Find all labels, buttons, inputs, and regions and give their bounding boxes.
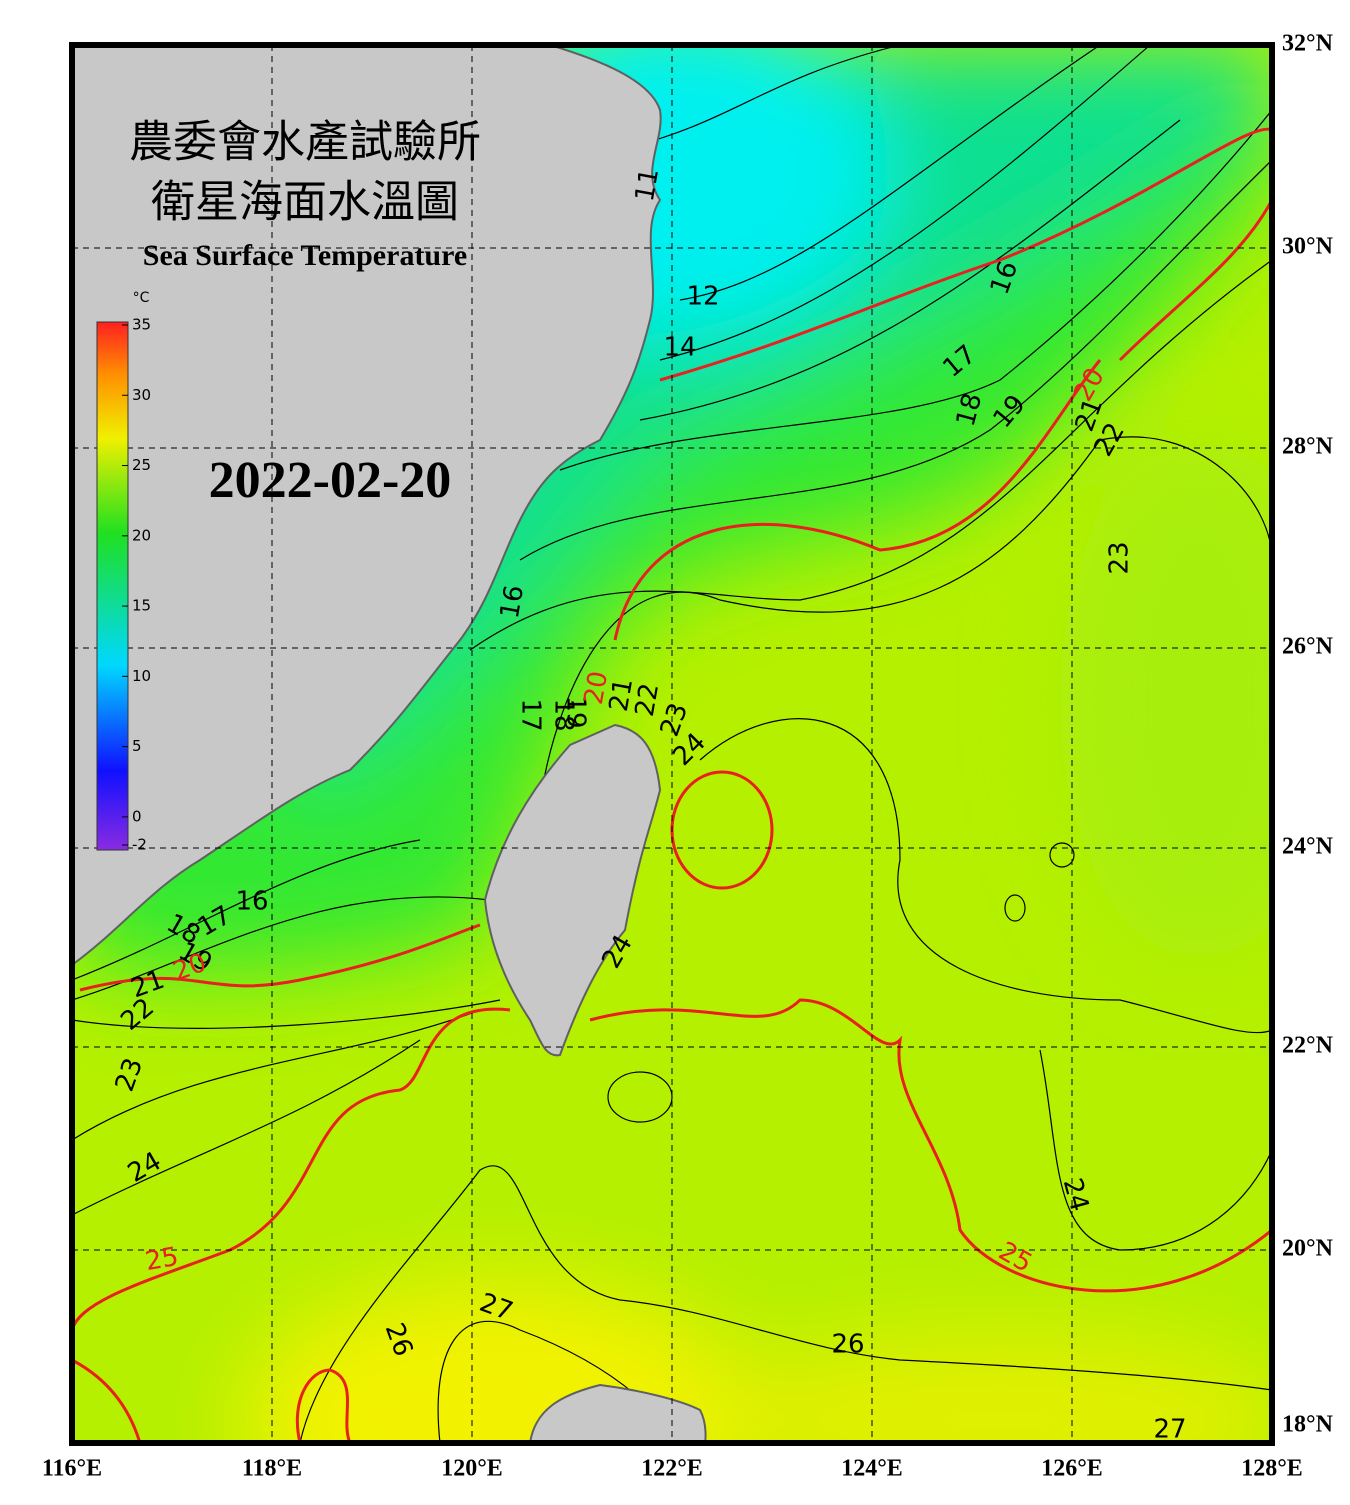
lat-label: 32°N — [1282, 31, 1334, 57]
lat-label: 18°N — [1282, 1412, 1334, 1438]
contour-label: 11 — [630, 166, 665, 204]
date: 2022-02-20 — [209, 452, 452, 509]
land — [72, 45, 707, 1443]
lon-label: 124°E — [841, 1456, 903, 1482]
colorbar-tick-label: -2 — [132, 836, 147, 854]
colorbar-tick-label: 30 — [132, 386, 151, 404]
contour-label: 26 — [831, 1330, 864, 1360]
colorbar — [96, 321, 129, 851]
contour-label: 20 — [579, 669, 614, 707]
lon-label: 126°E — [1041, 1456, 1103, 1482]
lat-label: 24°N — [1282, 834, 1334, 860]
lon-label: 120°E — [441, 1456, 503, 1482]
contour-label: 27 — [1153, 1415, 1186, 1445]
colorbar-tick-label: 5 — [132, 737, 142, 755]
contour-label: 16 — [495, 583, 530, 621]
colorbar-tick-label: 10 — [132, 667, 151, 685]
contour-label: 21 — [604, 676, 639, 714]
lat-label: 22°N — [1282, 1033, 1334, 1059]
colorbar-tick-label: 0 — [132, 807, 142, 825]
lon-label: 128°E — [1241, 1456, 1303, 1482]
contour-label: 22 — [630, 681, 665, 719]
contour-label: 19 — [561, 695, 591, 728]
contour-label: 25 — [143, 1242, 181, 1277]
lat-label: 28°N — [1282, 434, 1334, 460]
title-en: Sea Surface Temperature — [143, 239, 467, 272]
colorbar-tick-label: 15 — [132, 597, 151, 615]
colorbar-tick-label: 25 — [132, 456, 151, 474]
contour-label: 16 — [235, 887, 268, 917]
colorbar-tick-label: 35 — [132, 316, 151, 334]
title-zh: 農委會水產試驗所 — [129, 117, 481, 168]
isotherms — [72, 45, 1272, 1443]
lon-label: 122°E — [641, 1456, 703, 1482]
contour-label: 12 — [686, 282, 719, 312]
lat-label: 26°N — [1282, 634, 1334, 660]
colorbar-unit: °C — [133, 290, 150, 306]
contour-label: 23 — [1105, 541, 1135, 574]
colorbar-tick-label: 20 — [132, 526, 151, 544]
map-frame — [69, 42, 1275, 1446]
contour-label: 18 — [549, 698, 579, 731]
lon-label: 116°E — [42, 1456, 102, 1482]
lat-label: 20°N — [1282, 1236, 1334, 1262]
lat-label: 30°N — [1282, 234, 1334, 260]
graticule — [72, 45, 1272, 1443]
contour-label: 14 — [663, 333, 696, 363]
lon-label: 118°E — [242, 1456, 302, 1482]
contour-label: 17 — [516, 698, 546, 731]
subtitle-zh: 衛星海面水溫圖 — [151, 177, 459, 228]
